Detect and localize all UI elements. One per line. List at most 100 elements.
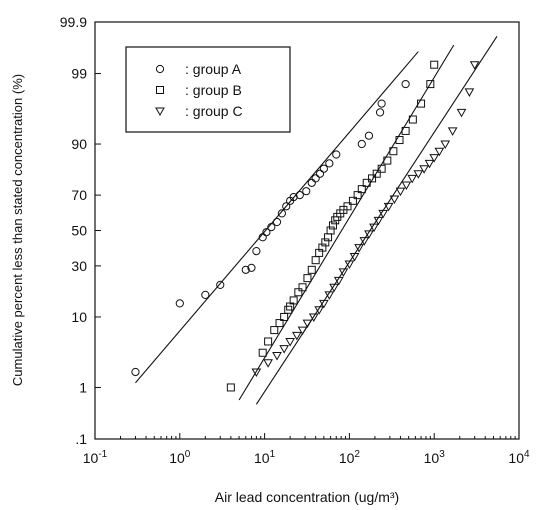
- data-point: [328, 221, 337, 230]
- data-point: [285, 337, 295, 347]
- legend: : group A: group B: group C: [125, 46, 291, 133]
- legend-circle-icon: [155, 64, 165, 74]
- data-point: [401, 181, 412, 190]
- data-point: [343, 202, 352, 211]
- data-point: [434, 147, 445, 157]
- data-point: [289, 296, 298, 305]
- data-point: [311, 256, 320, 265]
- data-point: [318, 243, 327, 252]
- data-point: [407, 174, 418, 184]
- data-point: [275, 319, 284, 328]
- data-point: [270, 326, 279, 335]
- data-point: [413, 170, 424, 179]
- data-point: [302, 187, 311, 196]
- data-point: [389, 195, 400, 204]
- data-point: [369, 223, 379, 233]
- data-point: [375, 108, 385, 117]
- data-point: [348, 196, 357, 205]
- legend-box: [125, 46, 291, 133]
- data-point: [258, 348, 267, 357]
- data-point: [353, 191, 362, 200]
- y-tick-label: 90: [71, 136, 87, 152]
- legend-entries: : group A: group B: group C: [155, 61, 243, 119]
- x-tick-label: 101: [254, 449, 276, 466]
- data-point: [440, 140, 451, 150]
- data-point: [383, 202, 394, 212]
- data-point: [401, 79, 410, 89]
- data-point: [456, 108, 467, 118]
- data-point: [430, 60, 439, 69]
- data-point: [272, 217, 282, 227]
- data-point: [364, 230, 374, 239]
- data-point: [324, 233, 333, 242]
- data-point: [373, 216, 384, 226]
- data-point: [131, 367, 140, 377]
- data-point: [424, 159, 435, 169]
- data-point: [272, 351, 282, 361]
- data-point: [419, 165, 429, 174]
- y-tick-label: .1: [75, 431, 87, 447]
- data-point: [383, 156, 392, 165]
- data-point: [364, 131, 374, 140]
- y-axis-title-text: Cumulative percent less than stated conc…: [10, 74, 25, 386]
- data-point: [395, 136, 404, 145]
- data-point: [344, 260, 355, 269]
- data-point: [372, 169, 381, 178]
- data-point: [251, 368, 262, 377]
- series-group-b: [226, 60, 439, 392]
- data-point: [252, 247, 261, 256]
- data-point: [319, 164, 328, 173]
- data-point: [332, 150, 341, 159]
- data-point: [297, 326, 308, 336]
- data-point: [247, 263, 256, 272]
- data-point: [321, 238, 330, 247]
- y-tick-label: 70: [71, 187, 87, 203]
- data-point: [226, 383, 235, 392]
- data-point: [291, 331, 302, 341]
- data-point: [408, 115, 417, 124]
- data-point: [378, 209, 389, 219]
- y-axis: .1 1 10 30 50 70 90 99 99.9: [60, 14, 101, 447]
- data-point: [264, 337, 273, 346]
- y-tick-label: 50: [71, 223, 87, 239]
- data-point: [429, 154, 440, 163]
- data-point: [282, 202, 291, 211]
- data-point: [308, 313, 319, 322]
- x-tick-label: 10-1: [83, 449, 108, 466]
- data-point: [303, 274, 312, 283]
- plot-area: [94, 21, 520, 440]
- data-point: [368, 174, 377, 183]
- data-point: [314, 306, 325, 315]
- data-point: [426, 80, 435, 89]
- data-point: [324, 291, 335, 300]
- data-point: [362, 178, 371, 187]
- legend-square-icon: [156, 86, 164, 94]
- y-tick-label: 30: [71, 258, 87, 274]
- data-point: [302, 319, 313, 329]
- x-tick-label: 104: [508, 449, 530, 466]
- data-point: [294, 288, 303, 297]
- data-point: [216, 280, 225, 290]
- y-tick-label: 99.9: [60, 14, 87, 30]
- x-axis-title-text: Air lead concentration (ug/m³): [215, 489, 399, 505]
- x-tick-label: 102: [339, 449, 361, 466]
- legend-label: : group B: [185, 82, 242, 98]
- data-point: [295, 191, 304, 200]
- data-point: [307, 178, 316, 187]
- data-point: [315, 169, 325, 178]
- series-group-c: [251, 61, 480, 377]
- data-point: [464, 88, 475, 97]
- data-point: [377, 99, 386, 108]
- data-point: [325, 159, 334, 168]
- x-axis-title: Air lead concentration (ug/m³): [215, 489, 399, 505]
- data-point: [447, 127, 458, 136]
- data-point: [311, 174, 320, 183]
- y-tick-label: 10: [71, 309, 87, 325]
- data-point: [277, 209, 287, 218]
- y-tick-label: 99: [71, 66, 87, 82]
- data-point: [389, 147, 398, 156]
- legend-label: : group C: [185, 103, 243, 119]
- plot-frame: [94, 21, 520, 440]
- data-point: [279, 345, 290, 354]
